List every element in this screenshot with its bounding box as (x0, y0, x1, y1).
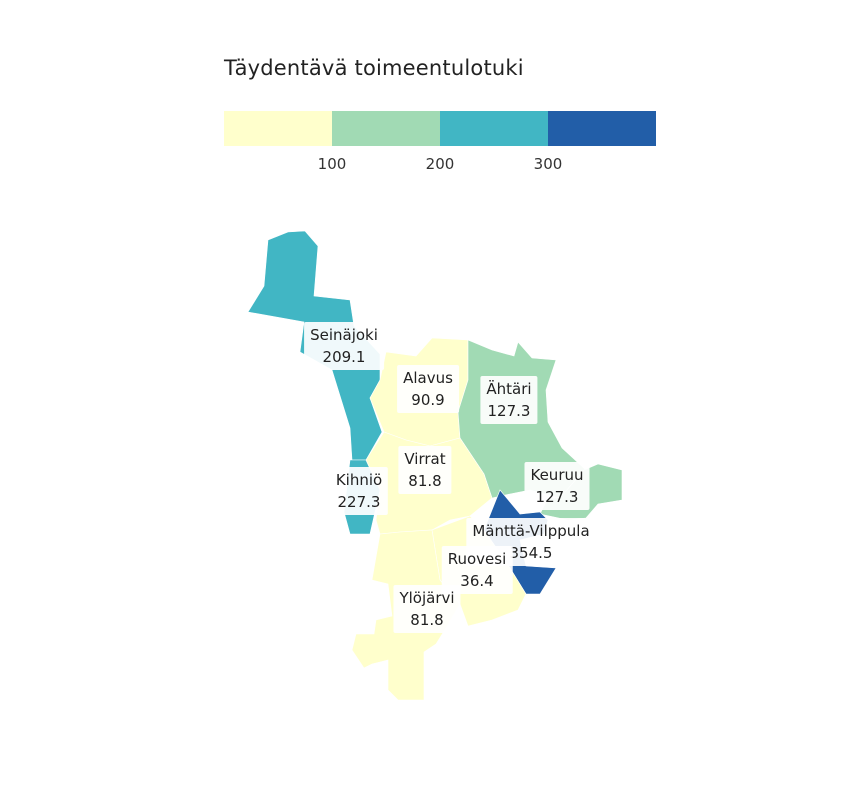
label-keuruu: Keuruu 127.3 (524, 462, 590, 510)
label-value: 227.3 (337, 493, 381, 511)
label-name: Kihniö (335, 471, 383, 489)
color-legend (224, 111, 656, 146)
legend-tick: 100 (317, 155, 347, 173)
label-value: 90.9 (411, 391, 445, 409)
legend-swatch-0 (224, 111, 332, 146)
legend-swatch-1 (332, 111, 440, 146)
label-name: Mänttä-Vilppula (472, 522, 590, 540)
legend-swatch-2 (440, 111, 548, 146)
label-value: 81.8 (410, 611, 444, 629)
label-value: 127.3 (535, 488, 579, 506)
legend-tick: 200 (425, 155, 455, 173)
map-title: Täydentävä toimeentulotuki (224, 56, 524, 80)
label-value: 127.3 (487, 402, 531, 420)
label-value: 209.1 (322, 348, 366, 366)
label-value: 36.4 (460, 572, 494, 590)
label-name: Keuruu (530, 466, 584, 484)
legend-tick: 300 (533, 155, 563, 173)
label-seinajoki: Seinäjoki 209.1 (304, 322, 384, 370)
label-value: 354.5 (509, 544, 553, 562)
label-name: Ruovesi (447, 550, 507, 568)
label-ahtari: Ähtäri 127.3 (480, 376, 538, 424)
label-name: Seinäjoki (310, 326, 378, 344)
label-ruovesi: Ruovesi 36.4 (441, 546, 513, 594)
label-value: 81.8 (408, 472, 442, 490)
label-name: Virrat (404, 450, 446, 468)
label-name: Ähtäri (486, 380, 532, 398)
label-name: Ylöjärvi (399, 589, 455, 607)
label-virrat: Virrat 81.8 (398, 446, 452, 494)
label-name: Alavus (403, 369, 453, 387)
label-kihnio: Kihniö 227.3 (329, 467, 389, 515)
legend-swatch-3 (548, 111, 656, 146)
label-alavus: Alavus 90.9 (397, 365, 459, 413)
label-ylojarvi: Ylöjärvi 81.8 (393, 585, 461, 633)
